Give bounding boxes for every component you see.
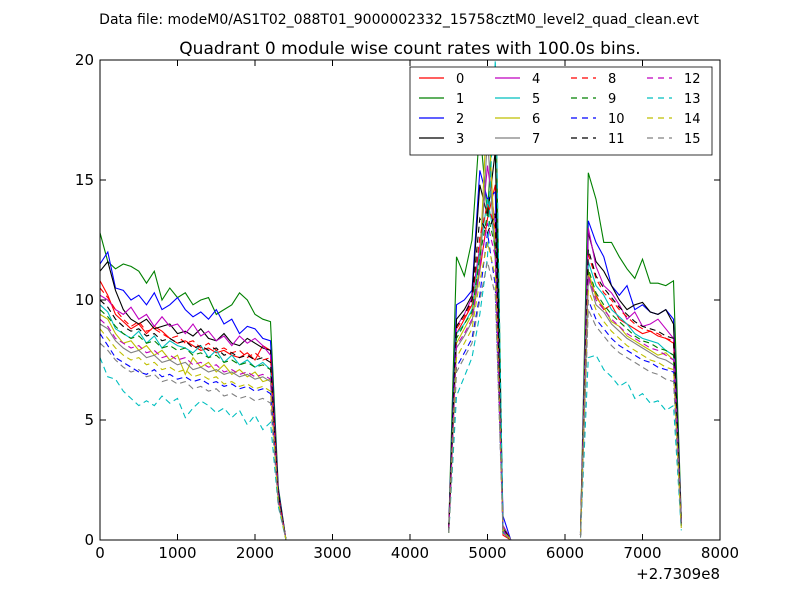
series-line-15-segment-2 xyxy=(579,309,682,538)
series-line-11-segment-2 xyxy=(579,249,682,536)
legend-label-12: 12 xyxy=(684,72,701,87)
series-line-9-segment-2 xyxy=(579,268,682,536)
x-offset-label: +2.7309e8 xyxy=(636,565,720,583)
y-tick-label: 15 xyxy=(75,171,94,189)
x-tick-label: 5000 xyxy=(468,544,506,562)
series-line-5-segment-2 xyxy=(579,261,682,536)
series-line-11-segment-0 xyxy=(99,299,287,541)
series-line-3-segment-2 xyxy=(579,232,682,533)
series-line-1-segment-2 xyxy=(579,172,682,533)
series-line-4-segment-0 xyxy=(99,294,287,541)
legend-box xyxy=(409,66,713,156)
legend-label-4: 4 xyxy=(532,72,540,87)
legend-label-10: 10 xyxy=(608,112,625,127)
legend-label-13: 13 xyxy=(684,92,701,107)
x-tick-label: 0 xyxy=(95,544,105,562)
series-line-0-segment-2 xyxy=(579,275,682,536)
legend-label-5: 5 xyxy=(532,92,540,107)
series-line-13-segment-2 xyxy=(579,354,682,538)
series-line-13-segment-1 xyxy=(448,59,512,541)
series-line-1-segment-0 xyxy=(99,232,287,541)
series-line-14-segment-0 xyxy=(99,328,287,541)
series-line-8-segment-0 xyxy=(99,287,287,541)
series-line-5-segment-0 xyxy=(99,304,287,541)
series-line-2-segment-0 xyxy=(99,250,287,541)
data-file-header: Data file: modeM0/AS1T02_088T01_90000023… xyxy=(99,12,699,28)
ticks-layer: 0 1000 2000 3000 4000 5000 6000 7000 80000510152… xyxy=(75,51,739,562)
series-line-14-segment-2 xyxy=(579,290,682,536)
series-line-0-segment-0 xyxy=(99,280,287,541)
series-layer xyxy=(99,59,682,541)
legend-label-1: 1 xyxy=(456,92,464,107)
series-line-8-segment-2 xyxy=(579,254,682,536)
x-tick-label: 2000 xyxy=(236,544,274,562)
legend-label-8: 8 xyxy=(608,72,616,87)
legend-label-9: 9 xyxy=(608,92,616,107)
legend-label-2: 2 xyxy=(456,112,464,127)
series-line-6-segment-2 xyxy=(579,271,682,536)
legend-label-6: 6 xyxy=(532,112,540,127)
series-line-7-segment-2 xyxy=(579,278,682,536)
chart-title: Quadrant 0 module wise count rates with … xyxy=(179,39,640,59)
series-line-10-segment-0 xyxy=(99,333,287,541)
series-line-3-segment-1 xyxy=(448,151,512,541)
legend-label-3: 3 xyxy=(456,132,464,147)
y-tick-label: 20 xyxy=(75,51,94,69)
legend-label-0: 0 xyxy=(456,72,464,87)
series-line-15-segment-0 xyxy=(99,342,287,541)
series-line-12-segment-0 xyxy=(99,318,287,541)
x-tick-label: 3000 xyxy=(313,544,351,562)
series-line-13-segment-0 xyxy=(99,357,287,541)
x-tick-label: 8000 xyxy=(701,544,739,562)
series-line-4-segment-2 xyxy=(579,227,682,536)
y-tick-label: 10 xyxy=(75,291,94,309)
legend-label-15: 15 xyxy=(684,132,701,147)
x-tick-label: 1000 xyxy=(158,544,196,562)
legend-label-14: 14 xyxy=(684,112,701,127)
x-tick-label: 4000 xyxy=(391,544,429,562)
x-tick-label: 6000 xyxy=(546,544,584,562)
y-tick-label: 0 xyxy=(84,531,94,549)
series-line-12-segment-2 xyxy=(579,275,682,536)
series-line-3-segment-0 xyxy=(99,260,287,541)
series-line-10-segment-2 xyxy=(579,299,682,536)
series-line-6-segment-0 xyxy=(99,313,287,541)
series-line-7-segment-0 xyxy=(99,323,287,541)
x-tick-label: 7000 xyxy=(623,544,661,562)
legend-label-7: 7 xyxy=(532,132,540,147)
legend-label-11: 11 xyxy=(608,132,625,147)
series-line-2-segment-2 xyxy=(579,220,682,533)
y-tick-label: 5 xyxy=(84,411,94,429)
series-line-9-segment-0 xyxy=(99,309,287,541)
